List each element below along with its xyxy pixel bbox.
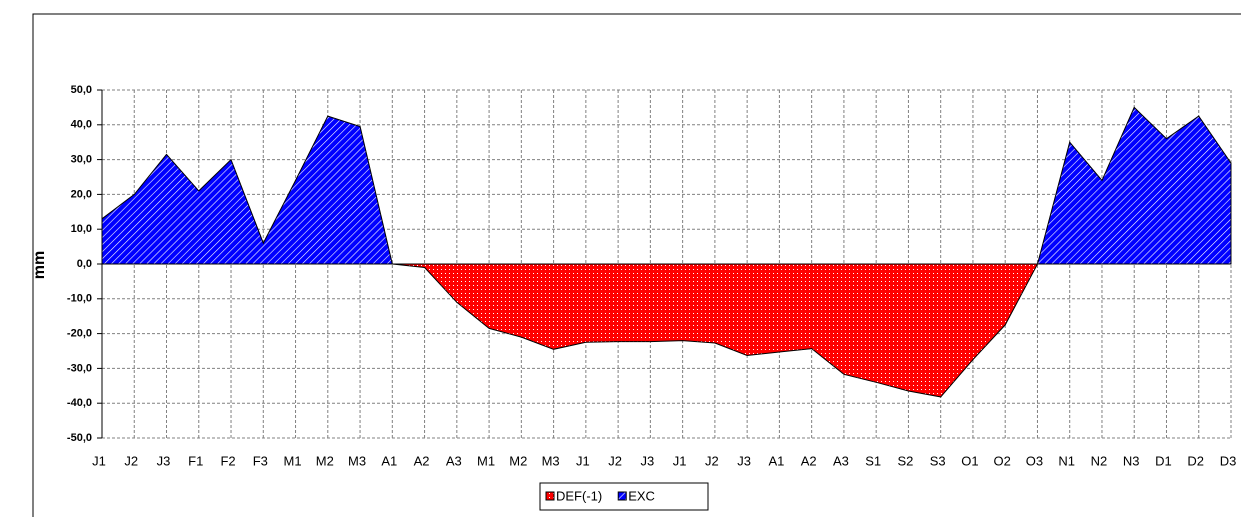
x-tick-label: M3 (348, 453, 366, 468)
legend-swatch (617, 491, 627, 501)
x-tick-label: O2 (994, 453, 1011, 468)
y-axis-label: mm (31, 251, 48, 279)
x-tick-label: S2 (897, 453, 913, 468)
x-tick-label: S1 (865, 453, 881, 468)
legend-label: EXC (628, 488, 655, 503)
x-tick-label: M3 (542, 453, 560, 468)
x-tick-label: M1 (284, 453, 302, 468)
y-tick-label: 40,0 (71, 119, 92, 131)
x-tick-label: D3 (1220, 453, 1237, 468)
x-tick-label: A2 (414, 453, 430, 468)
x-tick-label: J1 (673, 453, 687, 468)
x-tick-label: J3 (157, 453, 171, 468)
y-tick-label: -30,0 (67, 362, 92, 374)
x-tick-label: F1 (188, 453, 203, 468)
x-tick-label: A3 (833, 453, 849, 468)
x-tick-label: O3 (1026, 453, 1043, 468)
x-tick-label: S3 (930, 453, 946, 468)
x-tick-label: M1 (477, 453, 495, 468)
y-tick-label: -20,0 (67, 328, 92, 340)
x-tick-label: J1 (92, 453, 106, 468)
x-tick-label: N3 (1123, 453, 1140, 468)
x-tick-label: F3 (253, 453, 268, 468)
x-tick-label: A1 (381, 453, 397, 468)
x-tick-label: D1 (1155, 453, 1172, 468)
legend-swatch (545, 491, 555, 501)
x-tick-label: M2 (316, 453, 334, 468)
area (102, 263, 1231, 398)
x-tick-label: J2 (705, 453, 719, 468)
y-tick-label: -50,0 (67, 432, 92, 444)
y-tick-label: -10,0 (67, 293, 92, 305)
x-tick-label: A1 (768, 453, 784, 468)
x-tick-label: J3 (641, 453, 655, 468)
x-tick-label: J2 (608, 453, 622, 468)
legend-label: DEF(-1) (556, 488, 602, 503)
y-tick-label: 20,0 (71, 188, 92, 200)
x-tick-label: D2 (1187, 453, 1204, 468)
x-tick-label: J1 (576, 453, 590, 468)
y-tick-label: 0,0 (77, 258, 92, 270)
area (101, 106, 1232, 265)
x-tick-label: A3 (446, 453, 462, 468)
x-tick-label: M2 (509, 453, 527, 468)
chart-frame (32, 13, 1241, 517)
y-tick-label: 30,0 (71, 154, 92, 166)
y-tick-label: -40,0 (67, 397, 92, 409)
x-tick-label: N2 (1091, 453, 1108, 468)
y-tick-label: 10,0 (71, 223, 92, 235)
x-tick-label: J2 (124, 453, 138, 468)
x-tick-label: F2 (220, 453, 235, 468)
x-tick-label: A2 (801, 453, 817, 468)
y-tick-label: 50,0 (71, 84, 92, 96)
x-tick-label: O1 (961, 453, 978, 468)
x-tick-label: N1 (1058, 453, 1075, 468)
x-tick-label: J3 (737, 453, 751, 468)
